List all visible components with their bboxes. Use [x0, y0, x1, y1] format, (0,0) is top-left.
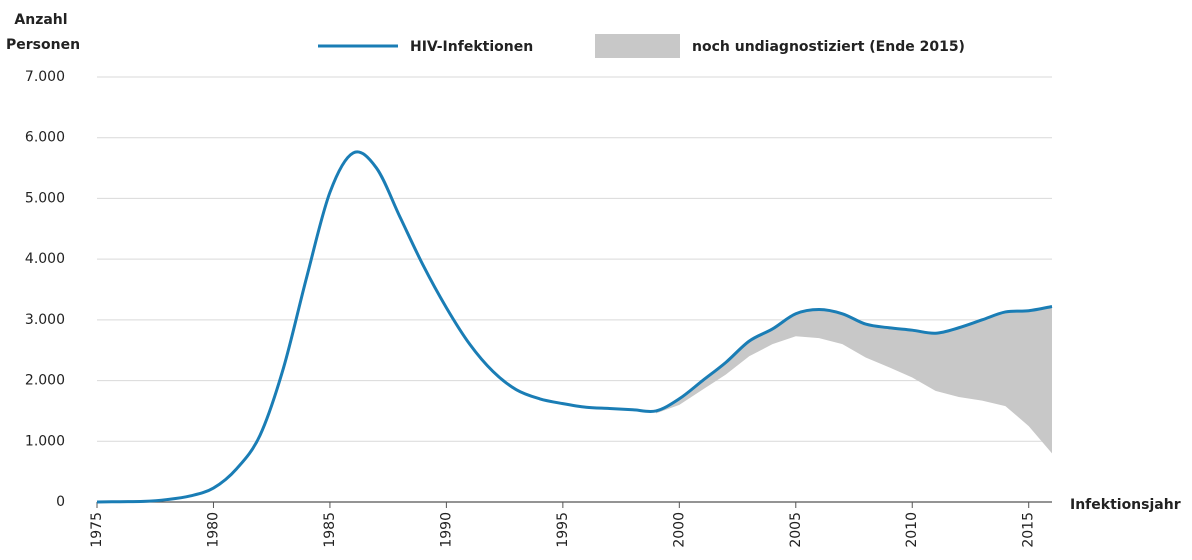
x-tick-label: 1985 [322, 512, 338, 548]
y-tick-label: 0 [56, 494, 65, 510]
x-tick-label: 1995 [555, 512, 571, 548]
legend-label: noch undiagnostiziert (Ende 2015) [692, 39, 965, 55]
x-tick-label: 2015 [1021, 512, 1037, 548]
x-tick-label: 1980 [205, 512, 221, 548]
legend-swatch [595, 34, 680, 58]
y-axis-label: Anzahl Personen [6, 12, 81, 53]
y-tick-label: 2.000 [25, 373, 65, 389]
x-tick-label: 1975 [89, 512, 105, 548]
x-tick-label: 2000 [671, 512, 687, 548]
y-tick-label: 5.000 [25, 190, 65, 206]
y-tick-label: 6.000 [25, 130, 65, 146]
x-tick-label: 2005 [788, 512, 804, 548]
y-tick-label: 7.000 [25, 69, 65, 85]
undiagnosed-area [656, 306, 1052, 454]
x-axis-label: Infektionsjahr [1070, 497, 1181, 513]
y-tick-label: 4.000 [25, 251, 65, 267]
y-tick-label: 1.000 [25, 433, 65, 449]
x-tick-label: 1990 [438, 512, 454, 548]
line [96, 150, 1053, 504]
x-tick-label: 2010 [904, 512, 920, 548]
legend-label: HIV-Infektionen [410, 39, 533, 55]
y-tick-label: 3.000 [25, 312, 65, 328]
